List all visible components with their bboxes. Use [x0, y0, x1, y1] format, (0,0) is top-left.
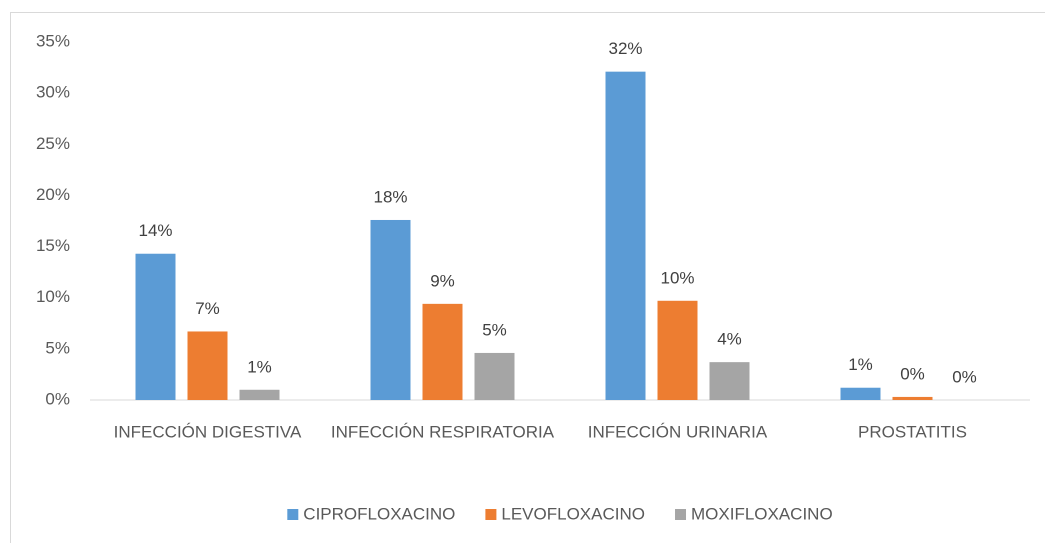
data-label: 1%: [247, 357, 272, 376]
chart-border: [10, 12, 1045, 543]
bar: [892, 396, 933, 400]
bar: [422, 303, 463, 400]
legend-label: MOXIFLOXACINO: [691, 504, 833, 523]
data-label: 7%: [195, 299, 220, 318]
data-label: 4%: [717, 330, 742, 349]
x-tick-label: INFECCIÓN RESPIRATORIA: [331, 422, 555, 441]
y-tick-label: 15%: [36, 236, 70, 255]
x-tick-label: PROSTATITIS: [858, 422, 967, 441]
bar: [135, 253, 176, 400]
legend-swatch: [485, 509, 497, 520]
data-label: 32%: [608, 39, 642, 58]
bar: [370, 219, 411, 400]
y-tick-label: 20%: [36, 185, 70, 204]
legend-label: LEVOFLOXACINO: [501, 504, 645, 523]
data-label: 0%: [900, 364, 925, 383]
y-tick-label: 10%: [36, 287, 70, 306]
y-tick-label: 25%: [36, 134, 70, 153]
bar: [840, 387, 881, 400]
data-label: 14%: [138, 221, 172, 240]
x-tick-label: INFECCIÓN DIGESTIVA: [114, 422, 302, 441]
bar: [239, 389, 280, 400]
data-label: 10%: [660, 268, 694, 287]
bar: [709, 362, 750, 400]
legend-label: CIPROFLOXACINO: [303, 504, 455, 523]
bar: [605, 71, 646, 401]
legend-swatch: [675, 509, 687, 520]
y-tick-label: 5%: [45, 338, 70, 357]
y-tick-label: 0%: [45, 389, 70, 408]
y-tick-label: 35%: [36, 31, 70, 50]
data-label: 5%: [482, 320, 507, 339]
legend-swatch: [287, 509, 299, 520]
y-tick-label: 30%: [36, 83, 70, 102]
data-label: 9%: [430, 271, 455, 290]
bar: [474, 352, 515, 400]
bar: [187, 331, 228, 400]
data-label: 0%: [952, 367, 977, 386]
data-label: 18%: [373, 187, 407, 206]
bar: [657, 300, 698, 400]
data-label: 1%: [848, 355, 873, 374]
x-tick-label: INFECCIÓN URINARIA: [588, 422, 768, 441]
